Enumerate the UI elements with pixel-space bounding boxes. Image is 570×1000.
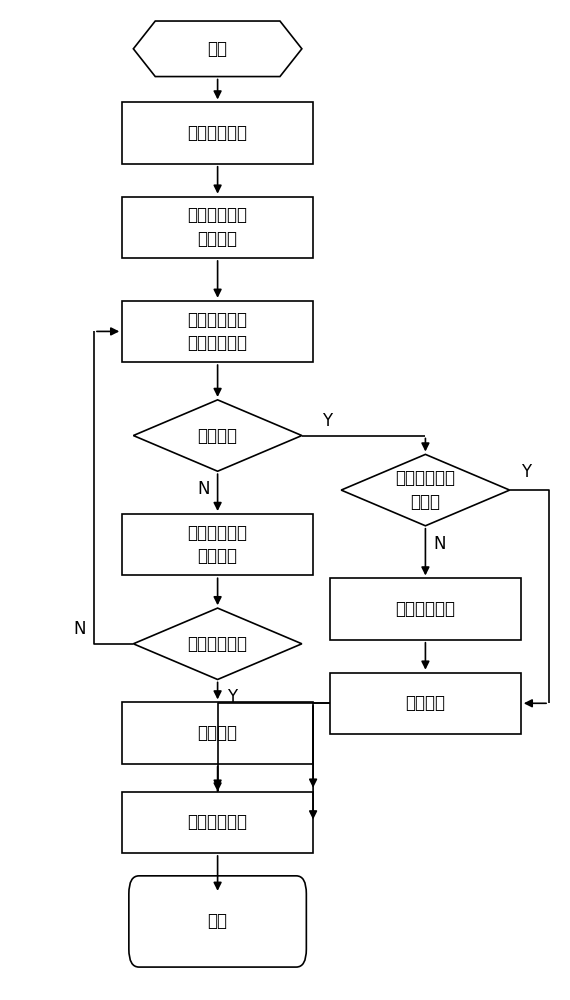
FancyBboxPatch shape bbox=[122, 102, 313, 164]
Text: Y: Y bbox=[522, 463, 532, 481]
Text: 推理成功: 推理成功 bbox=[405, 694, 445, 712]
FancyBboxPatch shape bbox=[122, 514, 313, 575]
Text: 得出推理结果: 得出推理结果 bbox=[188, 813, 247, 831]
FancyBboxPatch shape bbox=[122, 702, 313, 764]
FancyBboxPatch shape bbox=[330, 673, 521, 734]
Text: 规则库是否有
该规则: 规则库是否有 该规则 bbox=[396, 469, 455, 511]
Text: N: N bbox=[197, 480, 210, 498]
Text: Y: Y bbox=[322, 412, 332, 430]
Text: 载入特征数据: 载入特征数据 bbox=[188, 124, 247, 142]
Text: 开始: 开始 bbox=[207, 40, 227, 58]
Text: 推理失败: 推理失败 bbox=[198, 724, 238, 742]
Text: 将特征数据与
当前规则匹配: 将特征数据与 当前规则匹配 bbox=[188, 311, 247, 352]
FancyBboxPatch shape bbox=[122, 792, 313, 853]
Polygon shape bbox=[133, 400, 302, 471]
Text: 匹配成功: 匹配成功 bbox=[198, 427, 238, 445]
Text: 当前规则为空: 当前规则为空 bbox=[188, 635, 247, 653]
Text: Y: Y bbox=[227, 688, 237, 706]
Polygon shape bbox=[133, 21, 302, 77]
Text: 建立为新规则: 建立为新规则 bbox=[396, 600, 455, 618]
Text: N: N bbox=[74, 620, 86, 638]
Text: N: N bbox=[433, 535, 446, 553]
Text: 读取规则库下
一条规则: 读取规则库下 一条规则 bbox=[188, 524, 247, 565]
FancyBboxPatch shape bbox=[122, 301, 313, 362]
FancyBboxPatch shape bbox=[122, 197, 313, 258]
Text: 读取规则库第
一条规则: 读取规则库第 一条规则 bbox=[188, 206, 247, 248]
Polygon shape bbox=[133, 608, 302, 679]
Text: 结束: 结束 bbox=[207, 912, 227, 930]
FancyBboxPatch shape bbox=[330, 578, 521, 640]
Polygon shape bbox=[341, 454, 510, 526]
FancyBboxPatch shape bbox=[129, 876, 306, 967]
